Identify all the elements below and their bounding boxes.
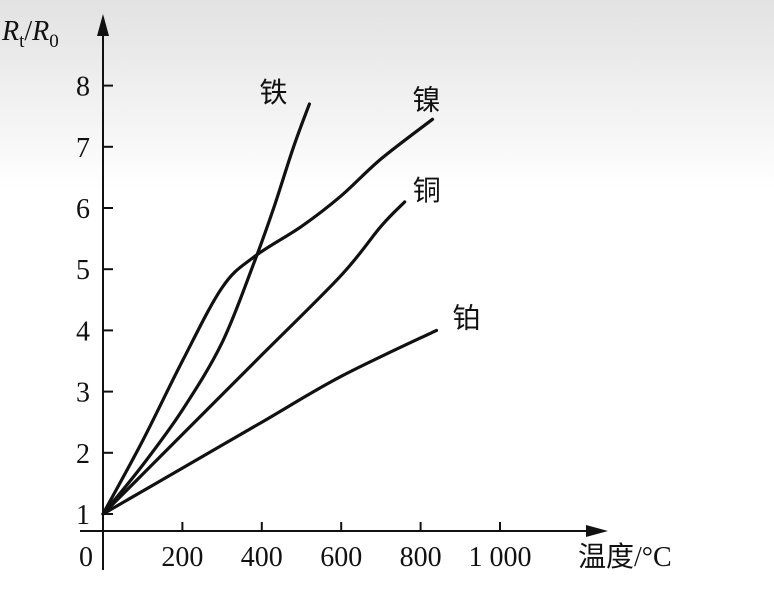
x-tick-label: 800 — [400, 542, 442, 573]
x-axis-title: 温度/°C — [578, 541, 672, 573]
origin-label: 0 — [79, 542, 93, 573]
y-axis-title: Rt/R0 — [1, 16, 59, 52]
y-tick-label: 3 — [76, 378, 90, 409]
y-axis-title-sub1: t — [19, 31, 25, 52]
x-tick-label: 600 — [320, 542, 362, 573]
x-tick-label: 1 000 — [469, 542, 532, 573]
series-label-iron: 铁 — [259, 76, 287, 109]
series-line-platinum — [101, 328, 439, 516]
y-tick-label: 1 — [76, 500, 90, 531]
y-tick-label: 6 — [76, 194, 90, 225]
series-line-nickel — [101, 117, 435, 516]
y-tick-label: 2 — [76, 439, 90, 470]
y-axis-title-r1: R — [1, 16, 19, 47]
series-curves — [101, 102, 439, 516]
x-axis-arrow — [586, 525, 608, 537]
series-label-platinum: 铂 — [452, 301, 480, 334]
y-tick-label: 8 — [76, 72, 90, 103]
y-axis-title-r2: R — [31, 16, 49, 47]
y-tick-label: 5 — [76, 255, 90, 286]
y-axis-title-sub2: 0 — [49, 31, 59, 52]
series-label-nickel: 镍 — [413, 83, 441, 116]
series-line-copper — [101, 200, 407, 516]
y-tick-label: 7 — [76, 133, 90, 164]
x-tick-label: 200 — [161, 542, 203, 573]
series-labels: 铁 镍铜铂 — [259, 76, 480, 334]
series-line-iron — [101, 102, 311, 516]
y-tick-label: 4 — [76, 316, 90, 347]
x-tick-label: 400 — [241, 542, 283, 573]
series-label-copper: 铜 — [413, 174, 441, 207]
y-axis-title-slash: / — [24, 16, 32, 47]
y-axis-arrow — [97, 14, 109, 36]
